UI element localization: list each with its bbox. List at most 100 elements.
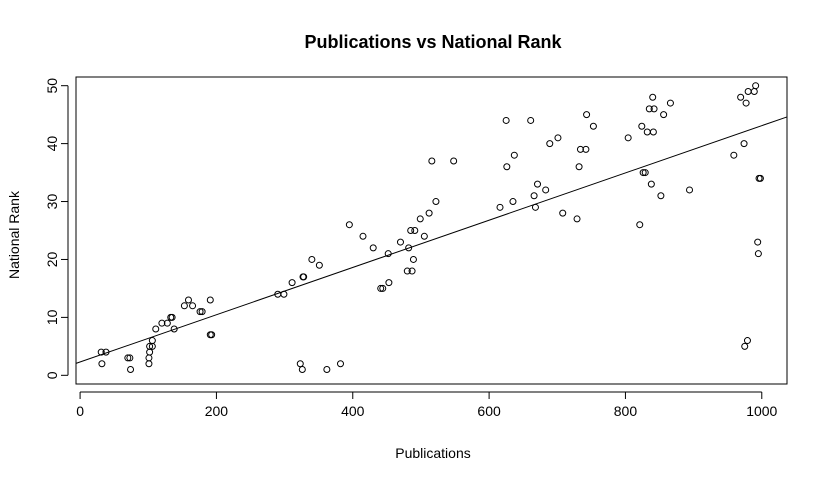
data-point — [527, 116, 535, 124]
regression-line-layer — [75, 116, 788, 364]
data-point — [432, 198, 440, 206]
data-point — [554, 134, 562, 142]
data-point — [189, 302, 197, 310]
data-point — [639, 169, 647, 177]
y-tick-label: 40 — [44, 136, 60, 152]
data-point — [576, 145, 584, 153]
data-point — [206, 296, 214, 304]
data-point — [146, 348, 154, 356]
y-axis-label: National Rank — [6, 190, 22, 279]
x-tick-label: 600 — [477, 403, 501, 419]
data-point — [509, 198, 517, 206]
data-point — [582, 145, 590, 153]
y-tick-label: 20 — [44, 251, 60, 267]
data-point — [754, 238, 762, 246]
data-point — [650, 105, 658, 113]
data-point — [379, 284, 387, 292]
data-point — [145, 354, 153, 362]
data-point — [425, 209, 433, 217]
data-point — [503, 163, 511, 171]
data-point — [98, 360, 106, 368]
y-tick-label: 0 — [44, 371, 60, 379]
data-point — [502, 116, 510, 124]
data-point — [636, 221, 644, 229]
x-axis: 0 200 400 600 800 1000 — [76, 391, 778, 419]
y-tick-label: 50 — [44, 78, 60, 94]
data-point — [638, 122, 646, 130]
data-point — [645, 105, 653, 113]
data-point — [298, 366, 306, 374]
data-point — [744, 87, 752, 95]
data-point — [369, 244, 377, 252]
data-point — [649, 93, 657, 101]
data-point — [450, 157, 458, 165]
data-point — [643, 128, 651, 136]
data-point — [660, 111, 668, 119]
data-point — [180, 302, 188, 310]
data-point — [288, 279, 296, 287]
data-point — [496, 203, 504, 211]
data-point — [146, 342, 154, 350]
data-point — [170, 325, 178, 333]
y-axis: 0 10 20 30 40 50 — [44, 78, 69, 379]
data-point — [396, 238, 404, 246]
data-point — [559, 209, 567, 217]
data-point — [158, 319, 166, 327]
regression-line — [75, 116, 788, 364]
data-point — [657, 192, 665, 200]
data-point — [323, 366, 331, 374]
x-tick-label: 1000 — [746, 403, 777, 419]
plot-frame — [75, 76, 788, 385]
data-point — [686, 186, 694, 194]
data-point — [624, 134, 632, 142]
data-point — [385, 279, 393, 287]
data-point — [315, 261, 323, 269]
data-point — [742, 99, 750, 107]
data-point — [741, 342, 749, 350]
data-point — [428, 157, 436, 165]
data-point — [416, 215, 424, 223]
data-point — [124, 354, 132, 362]
data-point — [126, 354, 134, 362]
data-point — [196, 308, 204, 316]
data-point — [411, 227, 419, 234]
data-point — [583, 111, 591, 119]
data-point — [534, 180, 542, 188]
x-tick-label: 400 — [341, 403, 365, 419]
data-point — [359, 232, 367, 240]
data-point — [163, 319, 171, 327]
data-point — [530, 192, 538, 200]
x-tick-label: 800 — [614, 403, 638, 419]
data-point — [754, 250, 762, 258]
data-point — [730, 151, 738, 159]
data-point — [296, 360, 304, 368]
data-point — [407, 227, 415, 234]
data-point — [542, 186, 550, 194]
data-point — [208, 331, 216, 339]
data-point — [752, 82, 760, 90]
data-point — [152, 325, 160, 333]
data-point — [148, 337, 156, 345]
data-point — [198, 308, 206, 316]
data-point — [743, 337, 751, 345]
data-point — [647, 180, 655, 188]
data-point — [409, 255, 417, 263]
data-point — [510, 151, 518, 159]
data-point — [168, 313, 176, 321]
data-point — [377, 284, 385, 292]
data-points — [97, 82, 764, 374]
data-point — [403, 267, 411, 275]
data-point — [750, 87, 758, 95]
data-point — [756, 174, 764, 182]
y-tick-label: 30 — [44, 194, 60, 210]
data-point — [408, 267, 416, 275]
x-tick-label: 0 — [76, 403, 84, 419]
data-point — [300, 273, 308, 281]
data-point — [420, 232, 428, 240]
data-point — [336, 360, 344, 368]
data-point — [575, 163, 583, 171]
y-tick-label: 10 — [44, 309, 60, 325]
data-point — [145, 360, 153, 368]
data-point — [737, 93, 745, 101]
